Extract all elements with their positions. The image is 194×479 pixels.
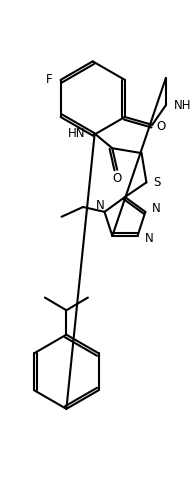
Text: O: O xyxy=(113,172,122,185)
Text: N: N xyxy=(152,203,161,216)
Text: HN: HN xyxy=(68,127,85,140)
Text: S: S xyxy=(153,176,161,189)
Text: N: N xyxy=(96,198,105,212)
Text: N: N xyxy=(144,232,153,245)
Text: O: O xyxy=(156,120,166,133)
Text: F: F xyxy=(46,73,53,86)
Text: NH: NH xyxy=(174,99,191,112)
